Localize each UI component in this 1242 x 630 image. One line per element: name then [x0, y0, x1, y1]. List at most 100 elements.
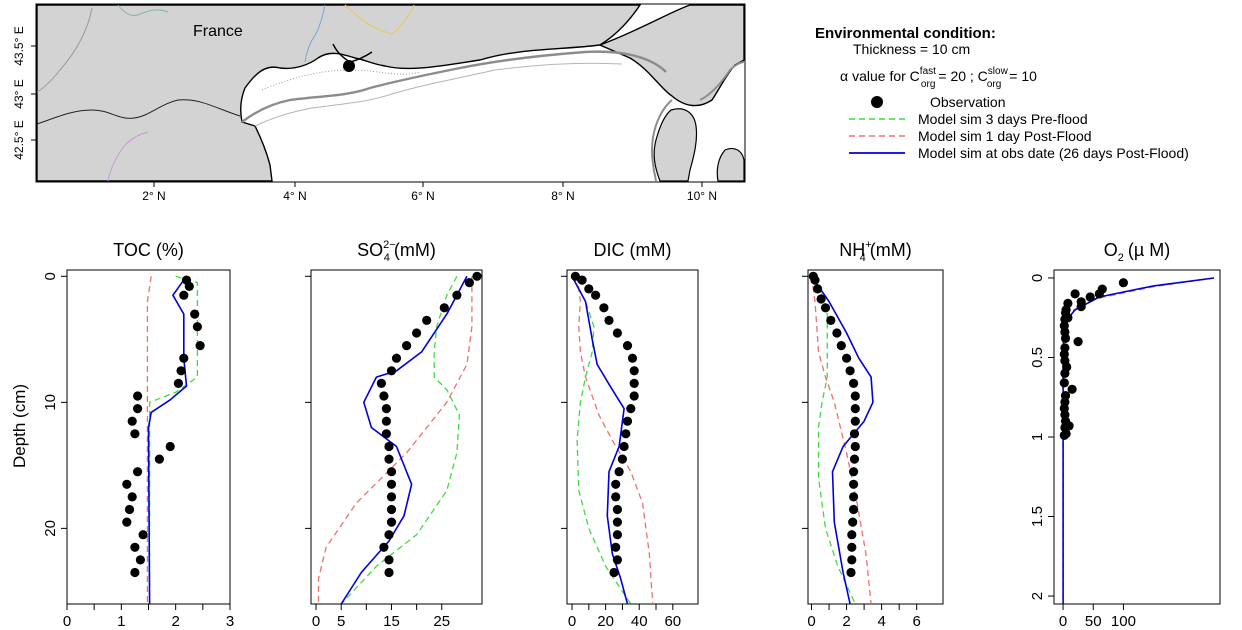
observation-point — [384, 454, 394, 464]
x-tick-label: 0 — [807, 613, 815, 630]
y-tick-label: 0 — [42, 272, 59, 280]
observation-point — [1085, 292, 1095, 302]
alpha-prefix: value for C — [852, 68, 920, 84]
observation-point — [629, 378, 639, 388]
observation-point — [192, 322, 202, 332]
observation-point — [816, 294, 826, 304]
panel-title: DIC (mM) — [594, 240, 672, 260]
observation-point — [1076, 302, 1086, 312]
observation-point — [619, 441, 629, 452]
post-flood-line — [317, 276, 473, 604]
observation-point — [826, 315, 836, 325]
lat-tick-label: 42.5° E — [12, 120, 26, 160]
lon-tick-label: 4° N — [283, 189, 306, 203]
panel-frame — [807, 269, 944, 605]
observation-point — [381, 416, 391, 426]
observation-point — [439, 303, 449, 313]
y-tick-label: 1.5 — [1029, 506, 1046, 527]
observation-point — [1060, 391, 1071, 401]
pre-flood-line — [571, 275, 632, 604]
x-tick-label: 2 — [171, 613, 179, 630]
observation-point — [1067, 384, 1077, 394]
observation-point — [612, 328, 623, 338]
observation-point — [173, 378, 183, 388]
observation-point — [570, 271, 581, 281]
panel-title: O2 (µ M) — [1104, 240, 1171, 264]
map-boundary-grey — [36, 7, 93, 93]
observation-point — [849, 479, 859, 489]
observation-point — [386, 492, 397, 502]
observation-point — [384, 555, 394, 565]
observation-point — [626, 404, 636, 414]
map-boundary-purple — [107, 131, 149, 182]
post-flood-line — [810, 276, 872, 604]
post-flood-line — [1062, 277, 1215, 604]
y-tick-label: 2 — [1029, 592, 1046, 600]
observation-point — [1062, 362, 1072, 372]
alpha-fast-val: = 20 ; C — [938, 68, 987, 84]
observation-point — [849, 492, 859, 502]
observation-point — [611, 492, 621, 502]
panel-title: NH+ 4 (mM) — [839, 239, 912, 264]
observation-point — [127, 416, 137, 426]
pre-flood-line — [340, 275, 461, 604]
observation-point — [832, 328, 842, 338]
observation-point — [127, 492, 137, 502]
observation-point — [386, 467, 397, 477]
observation-point — [124, 504, 135, 515]
observation-point — [391, 353, 402, 363]
observation-point — [1059, 321, 1069, 331]
panel-title-text: TOC (%) — [113, 240, 184, 260]
x-tick-label: 100 — [1111, 613, 1136, 630]
legend-pre-flood-label: Model sim 3 days Pre-flood — [918, 111, 1088, 127]
observation-point — [1060, 416, 1071, 426]
observation-point — [154, 454, 164, 464]
observation-point — [386, 479, 397, 489]
map-land-sardinia — [716, 147, 745, 182]
lon-tick-label: 8° N — [551, 189, 574, 203]
observation-point — [376, 378, 386, 388]
lat-tick-label: 43.5° E — [12, 26, 26, 66]
panel-title-text: O — [1104, 240, 1118, 260]
observation-point — [584, 284, 594, 294]
alpha-symbol: α — [840, 68, 848, 84]
observation-point — [846, 567, 856, 578]
panel-plot-area — [570, 271, 654, 604]
observation-point — [133, 467, 143, 477]
legend-observation-marker — [871, 96, 883, 108]
observation-point — [599, 303, 609, 313]
observation-point — [422, 315, 432, 325]
observation-point — [1060, 333, 1071, 343]
panel-title-unit: (mM) — [394, 240, 436, 260]
panel-title-sub: 4 — [384, 252, 390, 264]
observation-point — [621, 429, 631, 439]
map-land-italy — [598, 4, 745, 107]
pre-flood-line — [1062, 277, 1215, 604]
map-lon-ticks: 2° N 4° N 6° N 8° N 10° N — [142, 182, 717, 203]
study-area-map: France 2° N 4° N 6° N 8° N 10° N 42.5° E… — [12, 3, 746, 203]
pre-flood-line — [810, 275, 856, 604]
panel-title-sub: 2 — [1118, 252, 1124, 264]
observation-point — [133, 391, 143, 401]
observation-point — [612, 504, 623, 515]
panel-title-text: NH — [839, 240, 865, 260]
observation-point — [1059, 349, 1069, 359]
x-tick-label: 2 — [842, 613, 850, 630]
x-tick-label: 3 — [226, 613, 234, 630]
observation-point — [190, 309, 200, 319]
x-tick-label: 6 — [913, 613, 921, 630]
observation-point — [849, 454, 860, 464]
observation-point — [130, 542, 140, 552]
panel-title-unit: (µ M) — [1128, 240, 1170, 260]
observation-point — [622, 341, 633, 351]
map-isobath-italy — [699, 61, 745, 101]
map-isobath-1000 — [254, 62, 623, 127]
map-boundary-teal — [117, 4, 169, 17]
observation-point — [452, 290, 462, 300]
map-boundary-yellow — [344, 4, 415, 35]
map-boundary-black — [36, 99, 241, 125]
observation-point — [472, 271, 482, 281]
observation-point — [850, 391, 860, 401]
x-tick-label: 40 — [631, 613, 648, 630]
